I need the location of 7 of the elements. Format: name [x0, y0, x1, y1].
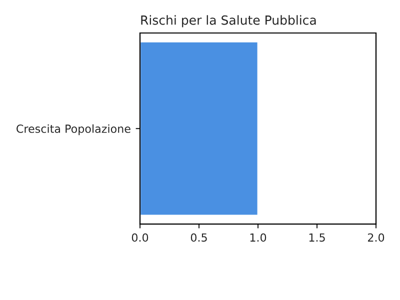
x-tick-label: 1.0 [250, 233, 266, 242]
x-tick-label: 2.0 [368, 233, 384, 242]
chart-title: Rischi per la Salute Pubblica [141, 15, 316, 28]
x-tick-label: 0.5 [190, 233, 207, 242]
y-tick-label: Crescita Popolazione [16, 124, 130, 136]
x-tick-label: 0.0 [132, 233, 148, 242]
x-tick-label: 1.5 [309, 233, 325, 242]
